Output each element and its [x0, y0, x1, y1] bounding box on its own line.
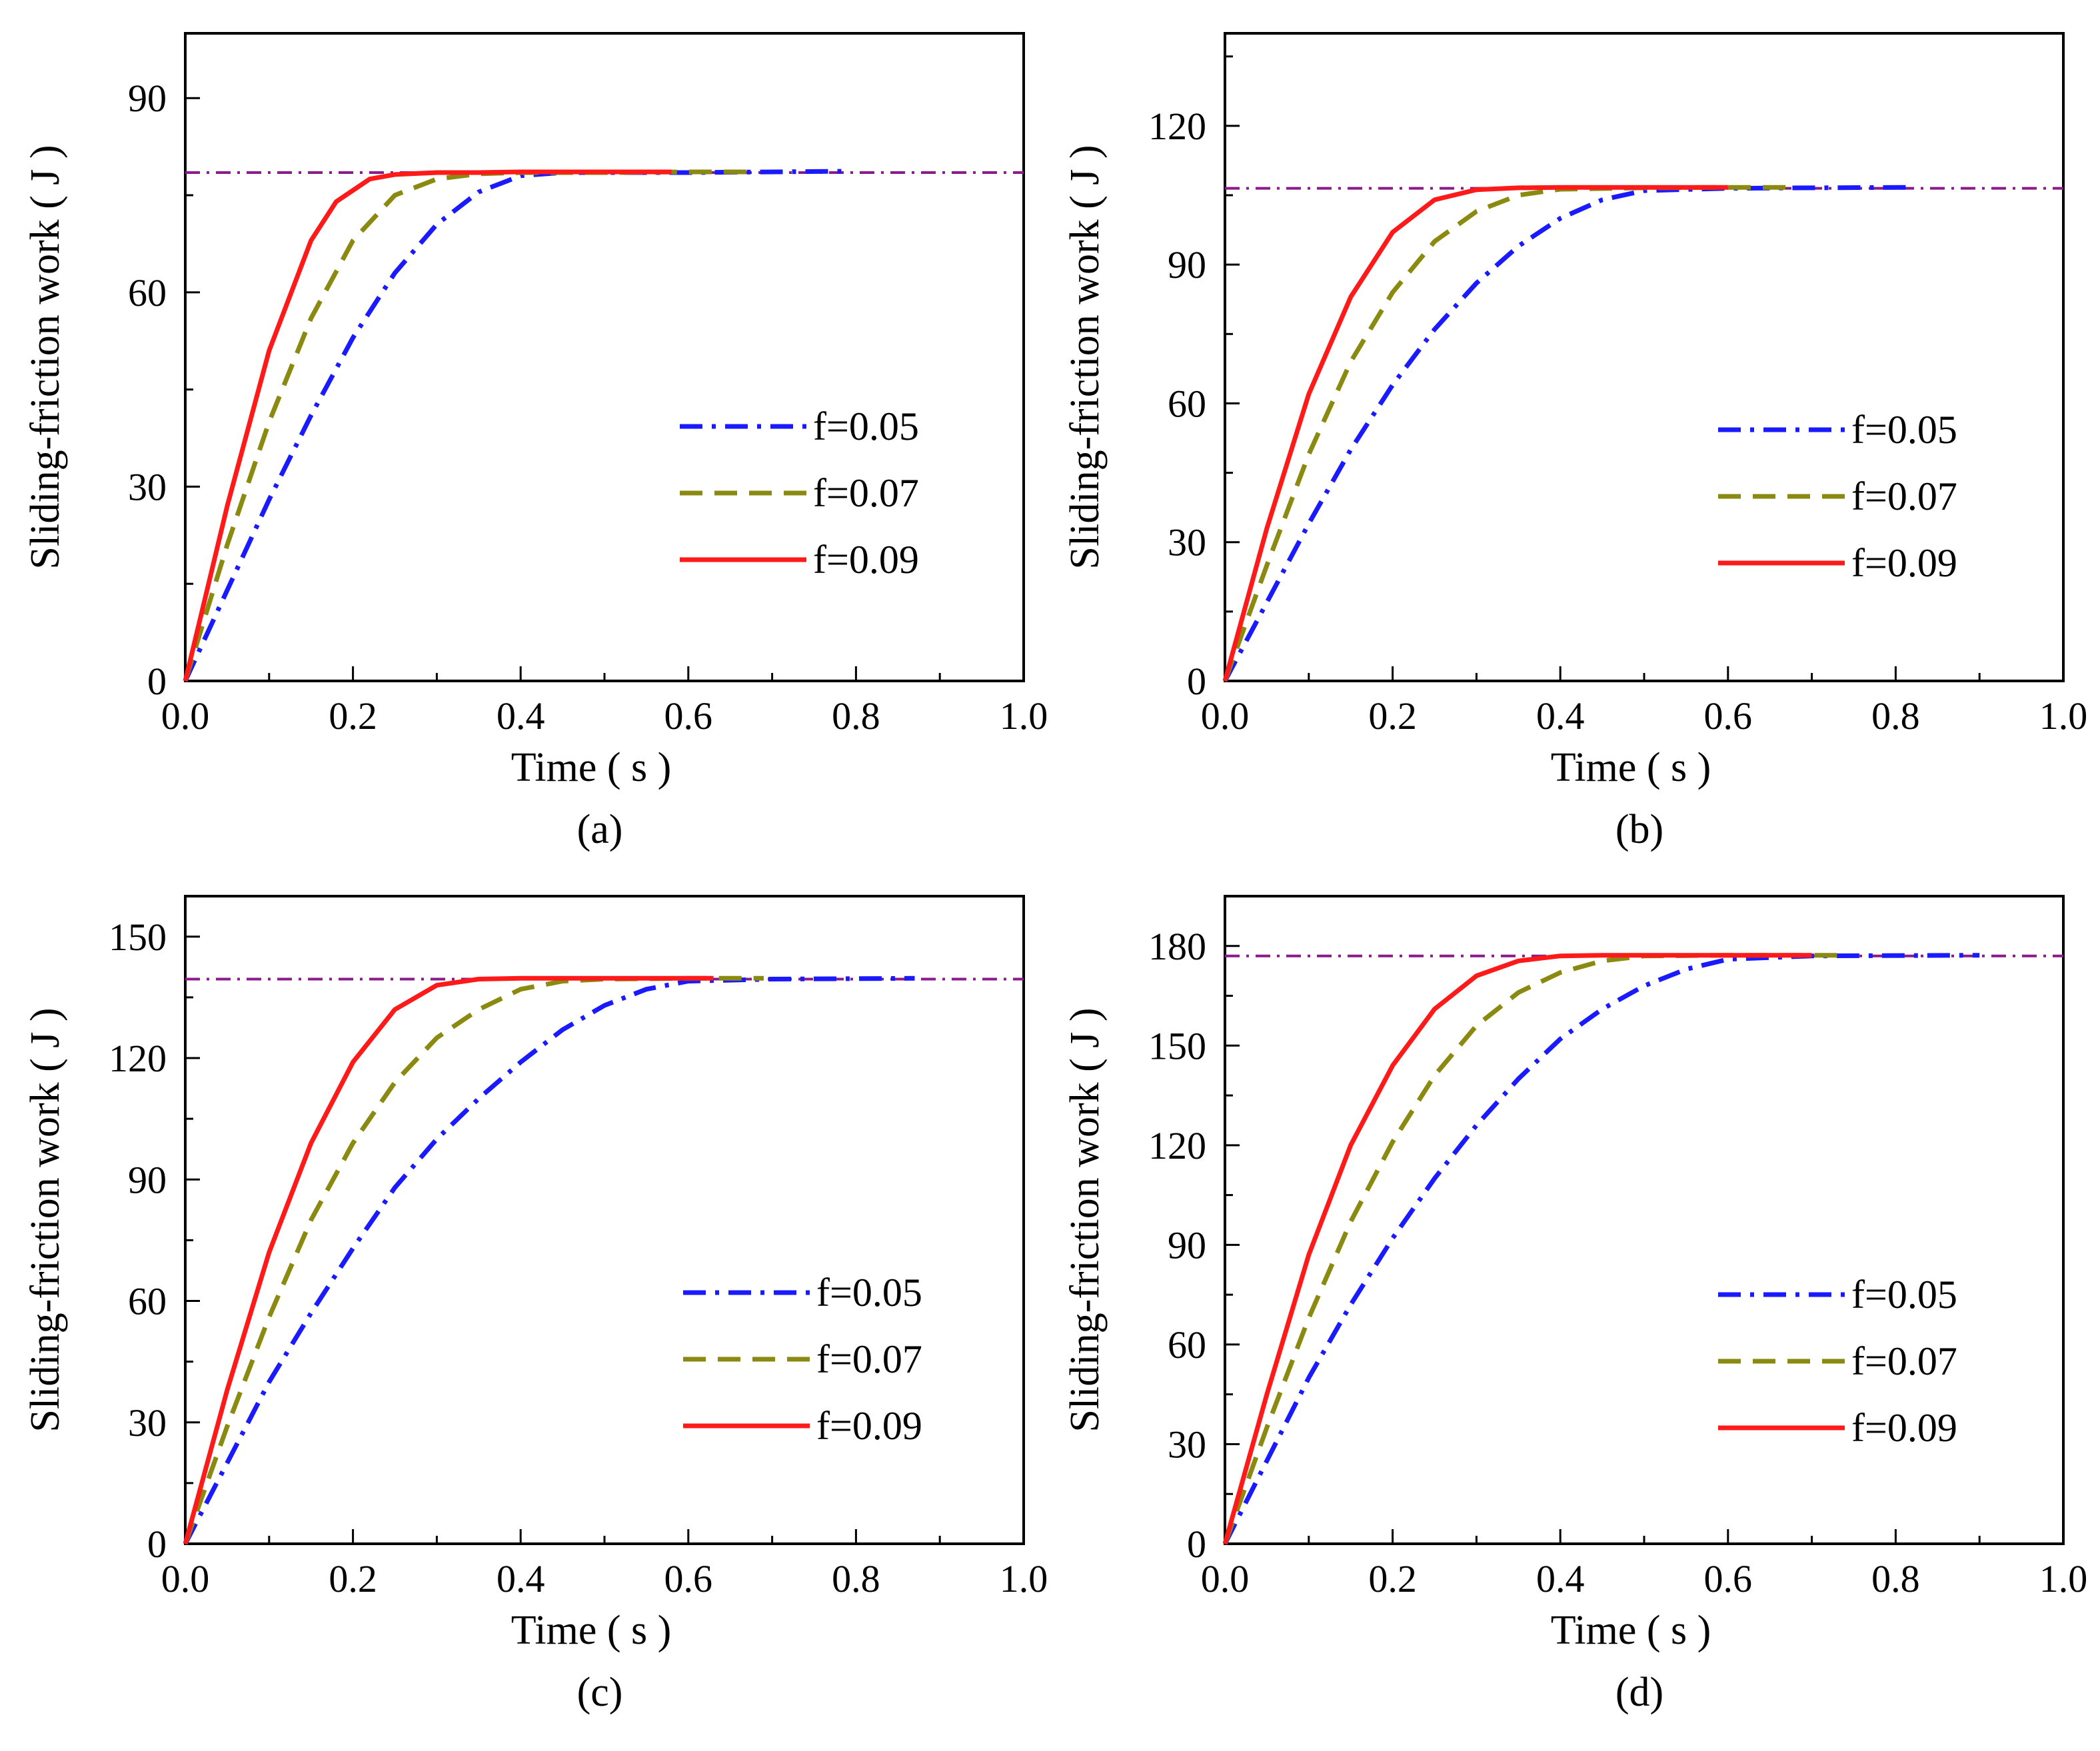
- y-tick-label: 30: [128, 1401, 167, 1445]
- x-tick-label: 0.2: [1368, 1557, 1417, 1600]
- series-f-0-07: [1222, 953, 1845, 1545]
- panel-label: (d): [1615, 1670, 1663, 1715]
- x-tick-label: 0.4: [1536, 1557, 1585, 1600]
- y-tick-label: 0: [1187, 660, 1206, 703]
- legend-label: f=0.07: [813, 471, 919, 515]
- panel-c: (c) 0.0 0.2 0.4 0.6 0.8 1.0 0 30 60 90 120 150 Time …: [23, 895, 1048, 1715]
- x-tick-label: 0.8: [832, 1557, 880, 1600]
- x-tick-label: 1.0: [2039, 694, 2088, 738]
- x-tick-label: 0.4: [497, 694, 545, 738]
- plot-frame: [184, 32, 1025, 682]
- legend-label: f=0.09: [1851, 541, 1957, 585]
- x-tick-label: 0.0: [161, 1557, 210, 1600]
- y-tick-label: 0: [147, 1522, 167, 1566]
- x-tick-label: 0.6: [1704, 1557, 1753, 1600]
- y-tick-label: 180: [1148, 925, 1206, 968]
- y-tick-label: 30: [1168, 1423, 1206, 1466]
- legend-label: f=0.05: [816, 1271, 922, 1315]
- x-tick-label: 0.0: [1201, 1557, 1250, 1600]
- y-axis-title: Sliding-friction work ( J ): [23, 145, 68, 569]
- x-tick-label: 0.2: [329, 1557, 377, 1600]
- series-f-0-07: [183, 169, 747, 682]
- y-tick-label: 120: [109, 1037, 167, 1080]
- series-f-0-09: [1222, 953, 1812, 1544]
- legend-label: f=0.09: [813, 538, 919, 582]
- legend-label: f=0.07: [816, 1337, 922, 1381]
- x-tick-label: 0.0: [161, 694, 210, 738]
- x-tick-label: 0.4: [497, 1557, 545, 1600]
- series-f-0-07: [1222, 185, 1795, 682]
- series-f-0-09: [1222, 185, 1728, 682]
- legend-label: f=0.05: [1851, 408, 1957, 452]
- series-f-0-05: [183, 169, 848, 682]
- series-f-0-09: [183, 169, 672, 682]
- y-tick-label: 60: [1168, 382, 1206, 425]
- series-f-0-07: [183, 975, 764, 1545]
- x-tick-label: 0.8: [1871, 1557, 1920, 1600]
- y-axis-title: Sliding-friction work ( J ): [1062, 145, 1108, 569]
- legend-label: f=0.07: [1851, 1339, 1957, 1383]
- series-f-0-05: [1222, 185, 1913, 682]
- y-tick-label: 90: [1168, 1223, 1206, 1267]
- x-tick-label: 0.2: [1368, 694, 1417, 738]
- panel-a: (a) 0.0 0.2 0.4 0.6 0.8 1.0 0 30 60 90 Time ( s ) S…: [23, 32, 1048, 852]
- panel-d: (d) 0.0 0.2 0.4 0.6 0.8 1.0 0 30 60 90 120 150 180 Ti…: [1062, 895, 2088, 1715]
- y-tick-label: 0: [1187, 1522, 1206, 1566]
- panel-label: (b): [1615, 807, 1663, 852]
- x-axis-title: Time ( s ): [511, 745, 672, 790]
- panel-label: (c): [577, 1670, 623, 1715]
- x-tick-label: 0.6: [664, 1557, 713, 1600]
- panel-b: (b) 0.0 0.2 0.4 0.6 0.8 1.0 0 30 60 90 120 Time ( s…: [1062, 32, 2088, 852]
- x-tick-label: 0.8: [832, 694, 880, 738]
- y-tick-label: 60: [1168, 1323, 1206, 1367]
- x-tick-label: 0.6: [664, 694, 713, 738]
- series-f-0-09: [183, 975, 714, 1544]
- y-tick-label: 30: [1168, 521, 1206, 564]
- x-axis-title: Time ( s ): [1551, 745, 1711, 790]
- legend-label: f=0.05: [1851, 1273, 1957, 1317]
- legend-label: f=0.05: [813, 404, 919, 448]
- y-tick-label: 150: [109, 915, 167, 959]
- y-tick-label: 30: [128, 465, 167, 508]
- x-axis-title: Time ( s ): [1551, 1608, 1711, 1653]
- y-axis-title: Sliding-friction work ( J ): [23, 1007, 68, 1432]
- y-tick-label: 90: [128, 1158, 167, 1201]
- panel-label: (a): [577, 807, 623, 852]
- y-tick-label: 150: [1148, 1024, 1206, 1067]
- legend-label: f=0.09: [1851, 1406, 1957, 1450]
- legend-label: f=0.09: [816, 1404, 922, 1448]
- x-tick-label: 0.0: [1201, 694, 1250, 738]
- y-tick-label: 90: [1168, 243, 1206, 287]
- y-tick-label: 60: [128, 271, 167, 314]
- legend-label: f=0.07: [1851, 474, 1957, 518]
- x-tick-label: 1.0: [1000, 1557, 1048, 1600]
- y-tick-label: 60: [128, 1280, 167, 1323]
- y-tick-label: 0: [147, 660, 167, 703]
- x-tick-label: 0.6: [1704, 694, 1753, 738]
- x-tick-label: 0.8: [1871, 694, 1920, 738]
- y-axis-title: Sliding-friction work ( J ): [1062, 1007, 1108, 1432]
- x-tick-label: 0.2: [329, 694, 377, 738]
- x-tick-label: 1.0: [2039, 1557, 2088, 1600]
- series-f-0-05: [1222, 953, 1980, 1545]
- y-tick-label: 120: [1148, 105, 1206, 148]
- x-axis-title: Time ( s ): [511, 1608, 672, 1653]
- x-tick-label: 1.0: [1000, 694, 1048, 738]
- series-f-0-05: [183, 975, 915, 1545]
- x-tick-label: 0.4: [1536, 694, 1585, 738]
- y-tick-label: 120: [1148, 1124, 1206, 1167]
- y-tick-label: 90: [128, 77, 167, 120]
